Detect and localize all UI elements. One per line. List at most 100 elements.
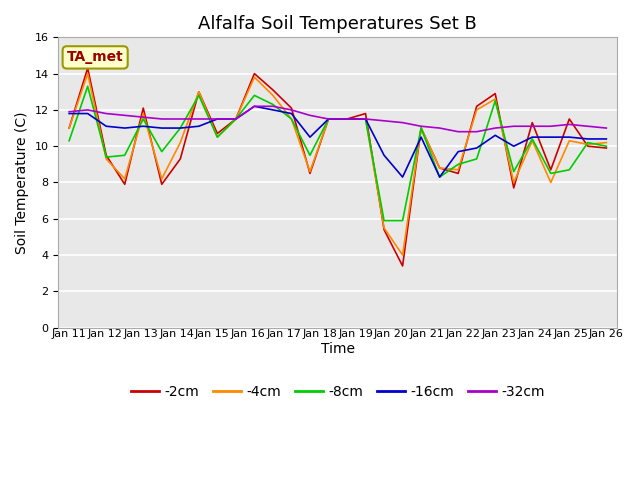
Title: Alfalfa Soil Temperatures Set B: Alfalfa Soil Temperatures Set B: [198, 15, 477, 33]
-16cm: [195, 123, 203, 129]
-16cm: [566, 134, 573, 140]
-8cm: [140, 116, 147, 122]
-2cm: [492, 91, 499, 96]
-8cm: [473, 156, 481, 162]
-8cm: [177, 125, 184, 131]
-16cm: [214, 116, 221, 122]
-16cm: [399, 174, 406, 180]
-2cm: [584, 144, 591, 149]
-32cm: [547, 123, 555, 129]
-16cm: [121, 125, 129, 131]
-16cm: [343, 116, 351, 122]
-32cm: [380, 118, 388, 124]
-16cm: [269, 107, 276, 113]
-4cm: [287, 116, 295, 122]
-32cm: [102, 111, 110, 117]
-4cm: [232, 116, 240, 122]
-8cm: [399, 218, 406, 224]
Line: -2cm: -2cm: [69, 68, 606, 266]
-4cm: [250, 74, 258, 80]
-2cm: [65, 125, 73, 131]
-4cm: [529, 138, 536, 144]
-32cm: [566, 121, 573, 127]
-8cm: [510, 169, 518, 175]
-16cm: [287, 111, 295, 117]
-32cm: [250, 103, 258, 109]
-4cm: [177, 140, 184, 145]
-2cm: [510, 185, 518, 191]
-8cm: [65, 138, 73, 144]
-2cm: [269, 87, 276, 93]
-8cm: [324, 116, 332, 122]
-16cm: [473, 145, 481, 151]
-8cm: [214, 134, 221, 140]
-4cm: [454, 167, 462, 173]
-16cm: [140, 123, 147, 129]
-4cm: [436, 165, 444, 171]
Line: -4cm: -4cm: [69, 73, 606, 255]
-32cm: [343, 116, 351, 122]
-8cm: [566, 167, 573, 173]
-32cm: [399, 120, 406, 125]
-16cm: [65, 111, 73, 117]
-2cm: [158, 181, 166, 187]
-16cm: [232, 116, 240, 122]
-2cm: [177, 156, 184, 162]
-2cm: [214, 131, 221, 136]
-16cm: [102, 123, 110, 129]
-16cm: [436, 174, 444, 180]
-32cm: [436, 125, 444, 131]
-2cm: [529, 120, 536, 125]
-32cm: [195, 116, 203, 122]
-4cm: [214, 134, 221, 140]
-32cm: [287, 107, 295, 113]
-16cm: [324, 116, 332, 122]
-2cm: [102, 152, 110, 158]
-2cm: [195, 89, 203, 95]
-4cm: [510, 180, 518, 185]
-4cm: [343, 116, 351, 122]
-2cm: [473, 103, 481, 109]
-4cm: [195, 89, 203, 95]
Line: -32cm: -32cm: [69, 106, 606, 132]
-8cm: [250, 93, 258, 98]
-8cm: [492, 98, 499, 104]
-2cm: [84, 65, 92, 71]
-8cm: [306, 152, 314, 158]
-2cm: [121, 181, 129, 187]
-2cm: [362, 111, 369, 117]
-4cm: [84, 71, 92, 76]
-4cm: [399, 252, 406, 258]
-16cm: [362, 116, 369, 122]
-8cm: [436, 174, 444, 180]
-8cm: [602, 144, 610, 149]
-4cm: [269, 93, 276, 98]
Text: TA_met: TA_met: [67, 50, 124, 64]
-8cm: [584, 140, 591, 145]
-16cm: [417, 134, 425, 140]
-8cm: [287, 116, 295, 122]
Y-axis label: Soil Temperature (C): Soil Temperature (C): [15, 111, 29, 254]
Line: -8cm: -8cm: [69, 86, 606, 221]
-16cm: [510, 144, 518, 149]
-2cm: [306, 170, 314, 176]
-4cm: [417, 125, 425, 131]
-2cm: [436, 165, 444, 171]
-2cm: [324, 116, 332, 122]
-4cm: [102, 156, 110, 162]
-4cm: [362, 116, 369, 122]
-8cm: [102, 154, 110, 160]
-16cm: [602, 136, 610, 142]
-16cm: [158, 125, 166, 131]
-2cm: [602, 145, 610, 151]
-4cm: [121, 176, 129, 182]
-2cm: [232, 116, 240, 122]
-16cm: [492, 132, 499, 138]
X-axis label: Time: Time: [321, 342, 355, 356]
-32cm: [473, 129, 481, 134]
-32cm: [140, 114, 147, 120]
-4cm: [492, 96, 499, 102]
-16cm: [84, 111, 92, 117]
-32cm: [177, 116, 184, 122]
-32cm: [121, 112, 129, 118]
